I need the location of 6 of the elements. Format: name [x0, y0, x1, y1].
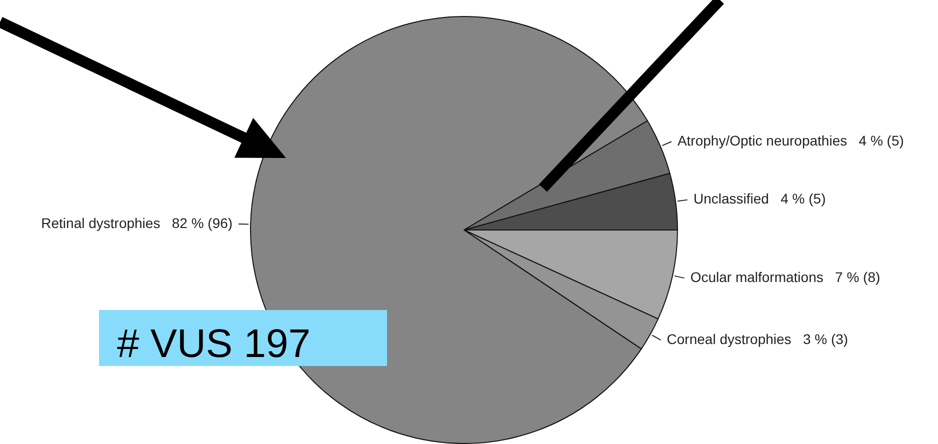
slice-label: Corneal dystrophies 3 % (3)	[666, 330, 848, 347]
text: # VUS 197	[99, 310, 387, 366]
slice-label: Unclassified 4 % (5)	[693, 190, 826, 207]
slice-label: Retinal dystrophies 82 % (96)	[41, 214, 233, 231]
slice-label: Atrophy/Optic neuropathies 4 % (5)	[677, 132, 904, 148]
slice-label: Ocular malformations 7 % (8)	[690, 268, 880, 285]
